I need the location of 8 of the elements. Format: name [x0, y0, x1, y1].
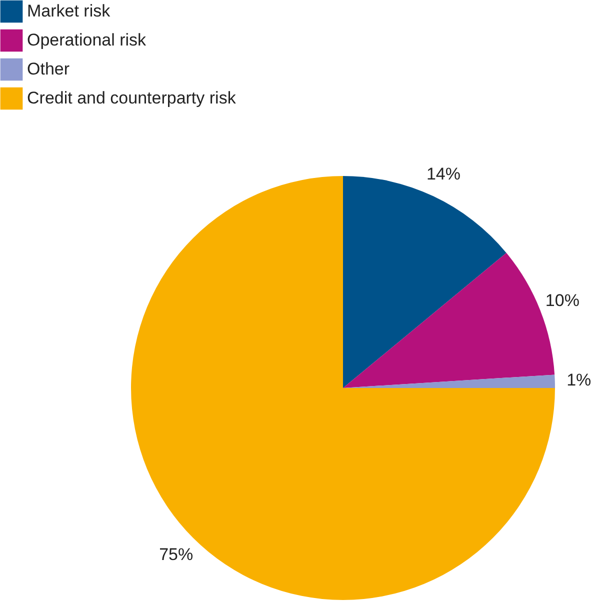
legend-label: Other [27, 60, 70, 78]
data-label: 75% [159, 544, 194, 564]
data-label: 14% [426, 164, 460, 184]
data-label: 1% [566, 370, 592, 390]
data-label: 10% [545, 291, 580, 310]
legend-label: Credit and counterparty risk [27, 88, 236, 108]
legend-label: Market risk [27, 2, 111, 20]
legend-label: Operational risk [27, 30, 147, 50]
